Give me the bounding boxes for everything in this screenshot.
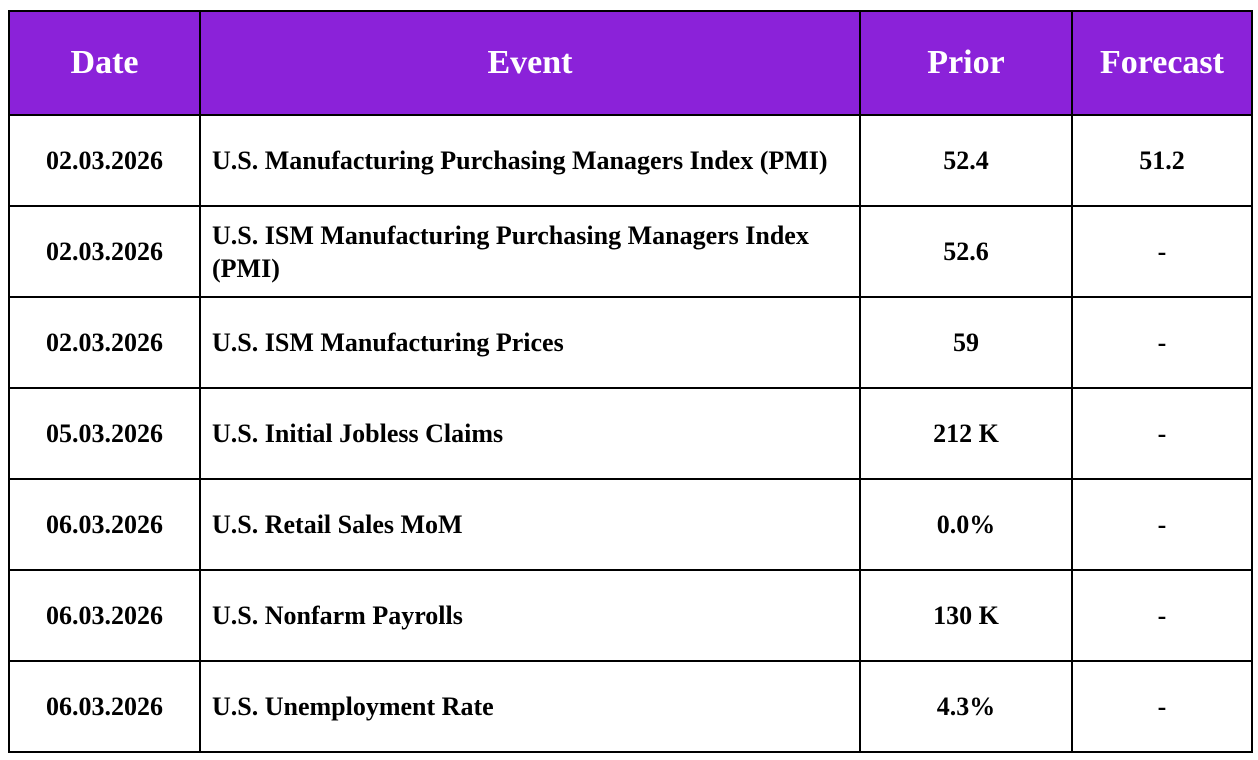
header-date: Date: [8, 10, 201, 116]
table-row: 06.03.2026 U.S. Retail Sales MoM 0.0% -: [8, 478, 1253, 571]
table-row: 02.03.2026 U.S. Manufacturing Purchasing…: [8, 114, 1253, 207]
header-forecast: Forecast: [1071, 10, 1253, 116]
date-cell: 05.03.2026: [8, 387, 201, 480]
forecast-cell: -: [1071, 478, 1253, 571]
event-cell: U.S. Nonfarm Payrolls: [199, 569, 861, 662]
table-row: 02.03.2026 U.S. ISM Manufacturing Purcha…: [8, 205, 1253, 298]
table-body: 02.03.2026 U.S. Manufacturing Purchasing…: [8, 114, 1253, 753]
event-cell: U.S. Retail Sales MoM: [199, 478, 861, 571]
prior-cell: 59: [859, 296, 1073, 389]
event-cell: U.S. Manufacturing Purchasing Managers I…: [199, 114, 861, 207]
prior-cell: 0.0%: [859, 478, 1073, 571]
table-row: 02.03.2026 U.S. ISM Manufacturing Prices…: [8, 296, 1253, 389]
prior-cell: 212 K: [859, 387, 1073, 480]
event-cell: U.S. Unemployment Rate: [199, 660, 861, 753]
forecast-cell: -: [1071, 296, 1253, 389]
date-cell: 02.03.2026: [8, 296, 201, 389]
header-prior: Prior: [859, 10, 1073, 116]
prior-cell: 52.4: [859, 114, 1073, 207]
table-header: Date Event Prior Forecast: [8, 10, 1253, 116]
forecast-cell: -: [1071, 569, 1253, 662]
forecast-cell: 51.2: [1071, 114, 1253, 207]
date-cell: 02.03.2026: [8, 114, 201, 207]
prior-cell: 52.6: [859, 205, 1073, 298]
table-row: 06.03.2026 U.S. Nonfarm Payrolls 130 K -: [8, 569, 1253, 662]
event-cell: U.S. ISM Manufacturing Purchasing Manage…: [199, 205, 861, 298]
forecast-cell: -: [1071, 387, 1253, 480]
header-event: Event: [199, 10, 861, 116]
event-cell: U.S. Initial Jobless Claims: [199, 387, 861, 480]
event-cell: U.S. ISM Manufacturing Prices: [199, 296, 861, 389]
date-cell: 06.03.2026: [8, 478, 201, 571]
economic-calendar-table: Date Event Prior Forecast 02.03.2026 U.S…: [8, 10, 1253, 753]
forecast-cell: -: [1071, 660, 1253, 753]
date-cell: 06.03.2026: [8, 569, 201, 662]
date-cell: 02.03.2026: [8, 205, 201, 298]
forecast-cell: -: [1071, 205, 1253, 298]
date-cell: 06.03.2026: [8, 660, 201, 753]
prior-cell: 130 K: [859, 569, 1073, 662]
table-row: 06.03.2026 U.S. Unemployment Rate 4.3% -: [8, 660, 1253, 753]
prior-cell: 4.3%: [859, 660, 1073, 753]
header-row: Date Event Prior Forecast: [8, 10, 1253, 116]
table-row: 05.03.2026 U.S. Initial Jobless Claims 2…: [8, 387, 1253, 480]
